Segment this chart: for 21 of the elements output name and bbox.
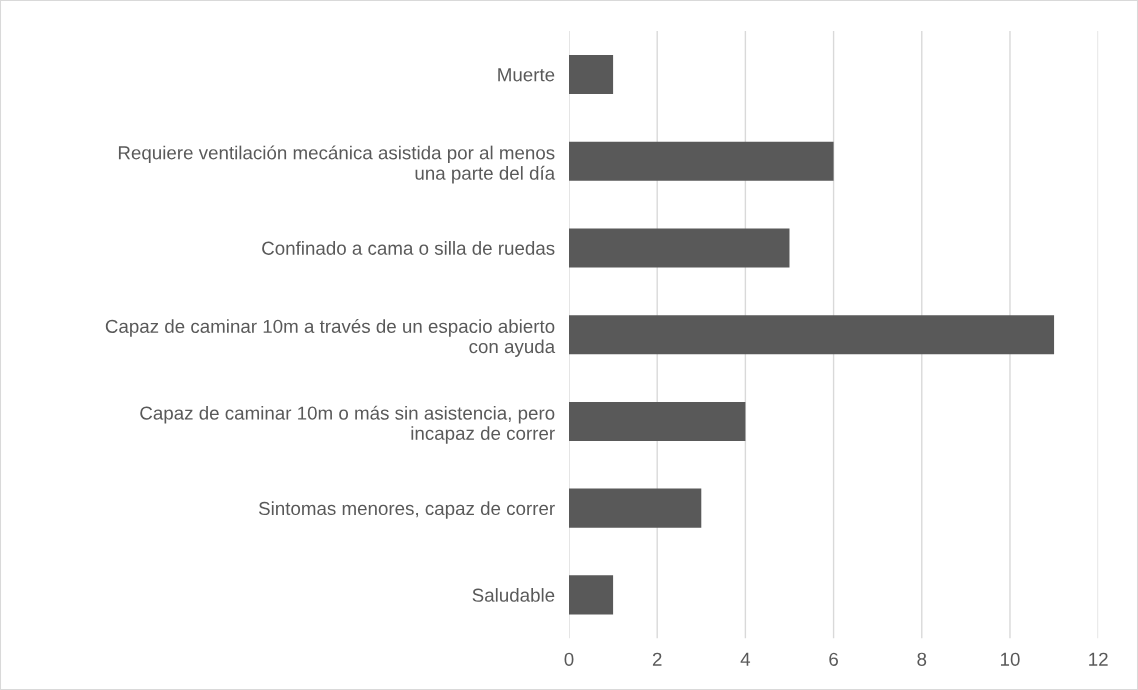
x-tick-label: 12	[1089, 652, 1108, 666]
bar	[569, 575, 614, 615]
y-tick-label: Confinado a cama o silla de ruedas	[262, 241, 555, 255]
y-tick-label: Sintomas menores, capaz de correr	[258, 501, 555, 519]
bar	[569, 315, 1055, 355]
x-tick-label: 8	[917, 652, 927, 666]
x-tick-label: 6	[829, 652, 838, 666]
y-tick-label: Muerte	[498, 68, 555, 82]
bar	[569, 228, 790, 268]
bar	[569, 401, 746, 441]
y-tick-label: Capaz de caminar 10m o más sin asistencia, pero incapaz de correr	[140, 405, 555, 444]
x-tick-label: 4	[740, 652, 751, 666]
bar	[569, 54, 614, 94]
bar	[569, 141, 834, 181]
y-tick-label: Saludable	[472, 588, 555, 602]
x-tick-label: 10	[1000, 652, 1020, 666]
x-tick-label: 2	[652, 652, 662, 666]
x-tick-label: 0	[564, 652, 574, 666]
y-tick-label: Capaz de caminar 10m a través de un espacio abierto con ayuda	[105, 319, 556, 357]
y-tick-label: Requiere ventilación mecánica asistida por al menos una parte del día	[118, 145, 556, 184]
bar	[569, 488, 702, 528]
